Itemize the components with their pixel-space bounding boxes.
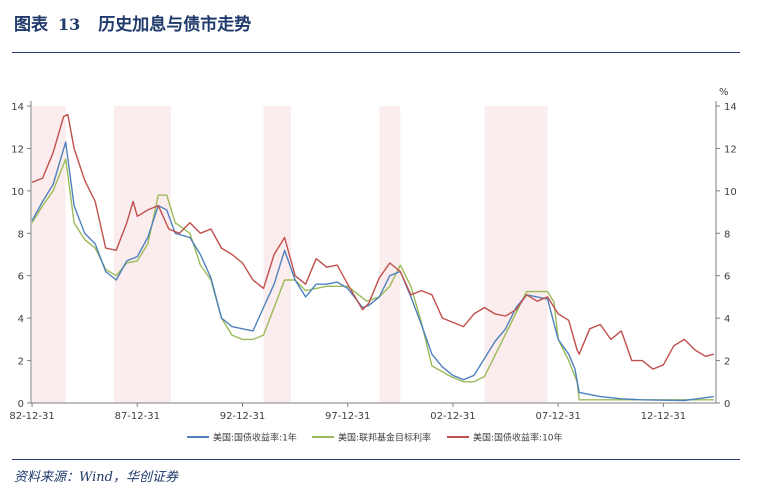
footer-divider xyxy=(12,459,740,460)
y-tick-label-right-4: 4 xyxy=(724,314,730,325)
y-tick-label-right-0: 0 xyxy=(724,399,730,410)
chart: 0 0 2 2 4 4 6 6 8 8 10 10 12 12 14 14% 82-12-31 87-12-31 9… xyxy=(0,56,775,456)
legend-label-2: 美国:联邦基金目标利率 xyxy=(338,432,431,444)
y-tick-label-left-6: 6 xyxy=(18,272,24,283)
x-tick-label-7: 12-12-31 xyxy=(641,411,686,422)
x-tick-label-1: 82-12-31 xyxy=(9,411,54,422)
y-tick-label-right-2: 2 xyxy=(724,357,730,368)
y-tick-label-left-4: 4 xyxy=(18,314,24,325)
x-tick-label-6: 07-12-31 xyxy=(535,411,580,422)
x-tick-label-2: 87-12-31 xyxy=(115,411,160,422)
x-tick-label-3: 92-12-31 xyxy=(220,411,265,422)
right-axis-unit: % xyxy=(719,87,729,98)
legend-label-1: 美国:国债收益率:1年 xyxy=(213,432,297,444)
figure-header: 图表 13 历史加息与债市走势 xyxy=(14,10,251,40)
y-tick-label-left-10: 10 xyxy=(11,187,24,198)
y-tick-label-left-14: 14 xyxy=(11,102,24,113)
shaded-period-1 xyxy=(32,106,66,403)
figure-number: 13 xyxy=(58,15,80,34)
y-tick-label-right-10: 10 xyxy=(724,187,737,198)
y-tick-label-right-14: 14 xyxy=(724,102,737,113)
legend-label-3: 美国:国债收益率:10年 xyxy=(473,432,563,444)
y-tick-label-left-2: 2 xyxy=(18,357,24,368)
shaded-period-4 xyxy=(379,106,400,403)
y-tick-label-left-12: 12 xyxy=(11,144,24,155)
header-divider xyxy=(12,52,740,53)
figure-title: 历史加息与债市走势 xyxy=(98,15,251,35)
y-tick-label-right-8: 8 xyxy=(724,229,730,240)
y-tick-label-left-8: 8 xyxy=(18,229,24,240)
y-tick-label-left-0: 0 xyxy=(18,399,24,410)
source-note: 资料来源：Wind，华创证券 xyxy=(14,466,178,485)
shaded-period-2 xyxy=(114,106,171,403)
x-tick-label-4: 97-12-31 xyxy=(325,411,370,422)
x-tick-label-5: 02-12-31 xyxy=(430,411,475,422)
y-tick-label-right-12: 12 xyxy=(724,144,737,155)
figure-label: 图表 xyxy=(14,15,48,35)
y-tick-label-right-6: 6 xyxy=(724,272,730,283)
